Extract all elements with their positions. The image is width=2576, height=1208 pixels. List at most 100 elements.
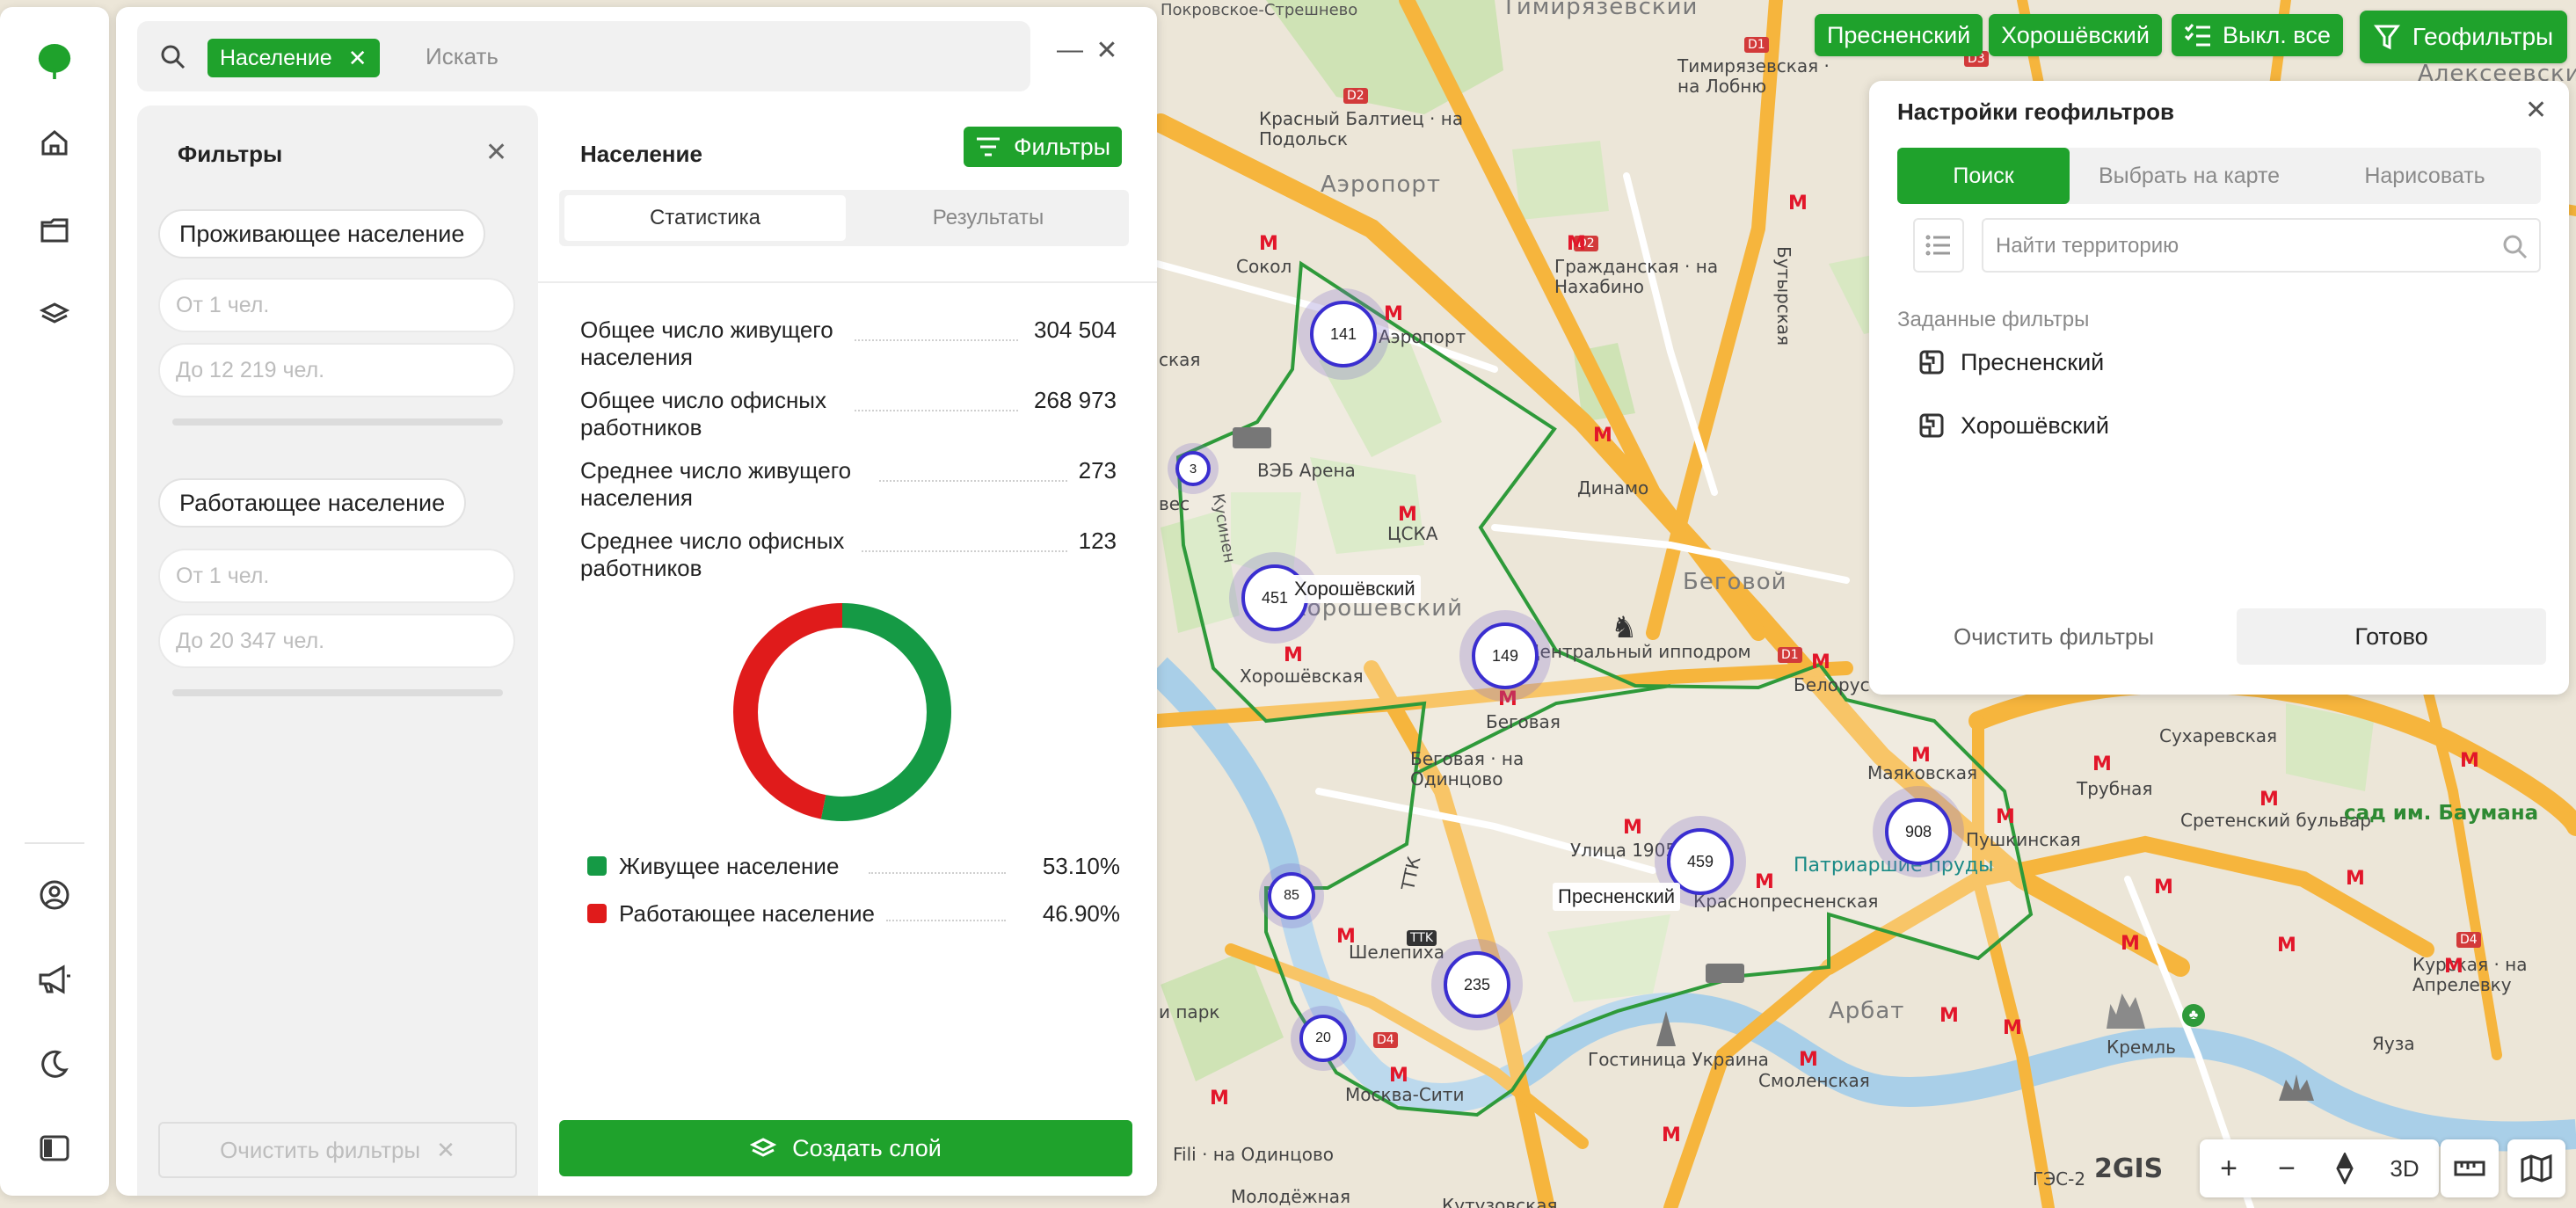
map-label-trubnaya: Трубная [2077,778,2153,799]
metro-icon: M [2003,1017,2022,1039]
panel-icon[interactable] [37,1131,72,1166]
clear-filters-button[interactable]: Очистить фильтры ✕ [158,1122,517,1178]
close-icon[interactable]: ✕ [1095,35,1118,65]
geo-close-icon[interactable]: ✕ [2525,96,2548,125]
home-icon[interactable] [37,125,72,160]
road-badge-d4: D4 [1373,1032,1398,1048]
map-label-sretensky: Сретенский бульвар [2180,810,2371,831]
map-label-graj: Гражданская · на Нахабино [1554,256,1719,297]
search-bar[interactable]: Население ✕ [137,21,1030,91]
geo-done-button[interactable]: Готово [2237,608,2546,665]
tab-search[interactable]: Поиск [1897,148,2070,204]
search-input[interactable] [426,37,953,76]
filter-working-population[interactable]: Работающее население [158,478,467,528]
create-layer-button[interactable]: Создать слой [559,1120,1132,1176]
stat-label: Среднее число живущего населения [580,457,852,511]
metro-icon: M [1755,871,1774,893]
minimize-icon[interactable]: — [1057,35,1083,64]
filter-resident-population[interactable]: Проживающее население [158,209,486,258]
folder-icon[interactable] [37,213,72,248]
map-label-kutuz: Кутузовская [1442,1195,1558,1208]
metro-icon: M [1788,193,1808,215]
map-district-tag-presnensky[interactable]: Пресненский [1553,883,1681,911]
layers-icon[interactable] [37,297,72,332]
map-district-tag-khoroshevsky[interactable]: Хорошёвский [1289,575,1421,603]
zoom-in-button[interactable]: + [2220,1151,2238,1185]
tab-select-on-map[interactable]: Выбрать на карте [2098,163,2281,188]
resident-to-input[interactable] [158,343,515,397]
ruler-button[interactable] [2441,1139,2499,1197]
chip-presnensky[interactable]: Пресненский [1815,14,1983,56]
stat-leader [855,410,1018,411]
compass-button[interactable] [2316,1139,2374,1197]
chip-close-icon[interactable]: ✕ [347,45,367,71]
resident-range-slider[interactable] [172,418,503,426]
search-icon [161,45,186,69]
map-label-dinamo: Динамо [1577,477,1649,498]
stat-leader [855,339,1018,341]
metro-icon: M [2259,789,2279,811]
tab-draw[interactable]: Нарисовать [2364,163,2485,188]
map-controls: + − 3D [2200,1139,2439,1197]
territory-search-input[interactable] [1996,230,2488,262]
population-donut-chart [733,603,951,821]
map-cluster[interactable]: 149 [1459,610,1551,702]
metro-icon: M [2277,935,2296,957]
stat-row: Среднее число офисных работников 123 [580,528,1117,584]
working-range-slider[interactable] [172,689,503,696]
map-cluster[interactable]: 20 [1291,1006,1356,1071]
map-cluster[interactable]: 459 [1655,816,1746,907]
territory-search[interactable] [1982,218,2541,273]
map-cluster[interactable]: 141 [1298,288,1389,380]
filters-close-icon[interactable]: ✕ [485,138,508,167]
geo-filter-item-label: Хорошёвский [1961,411,2109,439]
map-label-sukharevskaya: Сухаревская [2159,725,2278,746]
map-cluster-count: 235 [1444,951,1510,1018]
map-label-kremlin: Кремль [2107,1037,2176,1058]
map-label-timiryazevsky: Тимирязевский [1502,0,1699,20]
working-to-input[interactable] [158,614,515,668]
map-label-central-hippo: Центральный ипподром [1526,641,1751,662]
geo-filter-item[interactable]: Хорошёвский [1918,408,2109,443]
geo-filter-item[interactable]: Пресненский [1918,345,2104,380]
stat-value: 273 [1078,457,1117,484]
3d-toggle-button[interactable]: 3D [2390,1154,2420,1182]
map-cluster[interactable]: 3 [1168,443,1219,494]
map-cluster[interactable]: 908 [1873,786,1964,877]
resident-from-input[interactable] [158,278,515,332]
filters-button[interactable]: Фильтры [964,127,1122,167]
geo-tabs: Поиск Выбрать на карте Нарисовать [1897,148,2541,204]
map-label-moscow-city: Москва-Сити [1345,1084,1465,1105]
map-layers-button[interactable] [2507,1139,2565,1197]
geofilters-button[interactable]: Геофильтры [2360,11,2567,63]
megaphone-icon[interactable] [37,962,72,997]
results-column: Население Фильтры Статистика Результаты … [538,106,1157,1196]
map-label-shelepikha: Шелепиха [1349,942,1444,963]
stat-value: 304 504 [1034,317,1117,343]
map-cluster[interactable]: 85 [1259,863,1324,928]
account-icon[interactable] [37,877,72,913]
metro-icon: M [1259,233,1278,255]
tab-statistics[interactable]: Статистика [564,195,846,241]
map-label-veb-arena: ВЭБ Арена [1257,460,1356,481]
search-chip-population[interactable]: Население ✕ [207,39,380,77]
map-label-pokrovskoe: Покровское-Стрешнево [1161,1,1358,19]
moon-icon[interactable] [37,1046,72,1081]
district-polygon-icon [1919,350,1944,375]
working-from-input[interactable] [158,549,515,603]
map-cluster[interactable]: 235 [1431,939,1523,1030]
stat-row: Общее число живущего населения 304 504 [580,317,1117,373]
map-label-pushkinskaya: Пушкинская [1966,829,2081,850]
logo-icon[interactable] [37,44,72,79]
geo-clear-filters-button[interactable]: Очистить фильтры [1897,608,2210,665]
clear-filters-x-icon: ✕ [436,1136,455,1163]
zoom-out-button[interactable]: − [2278,1151,2296,1185]
results-title: Население [580,141,702,167]
metro-icon: M [1498,688,1517,710]
stat-row: Среднее число живущего населения 273 [580,457,1117,513]
create-layer-label: Создать слой [792,1134,942,1161]
tab-results[interactable]: Результаты [932,206,1044,229]
toggle-all-button[interactable]: Выкл. все [2172,14,2343,56]
chip-khoroshevsky[interactable]: Хорошёвский [1989,14,2162,56]
list-view-button[interactable] [1913,218,1964,273]
